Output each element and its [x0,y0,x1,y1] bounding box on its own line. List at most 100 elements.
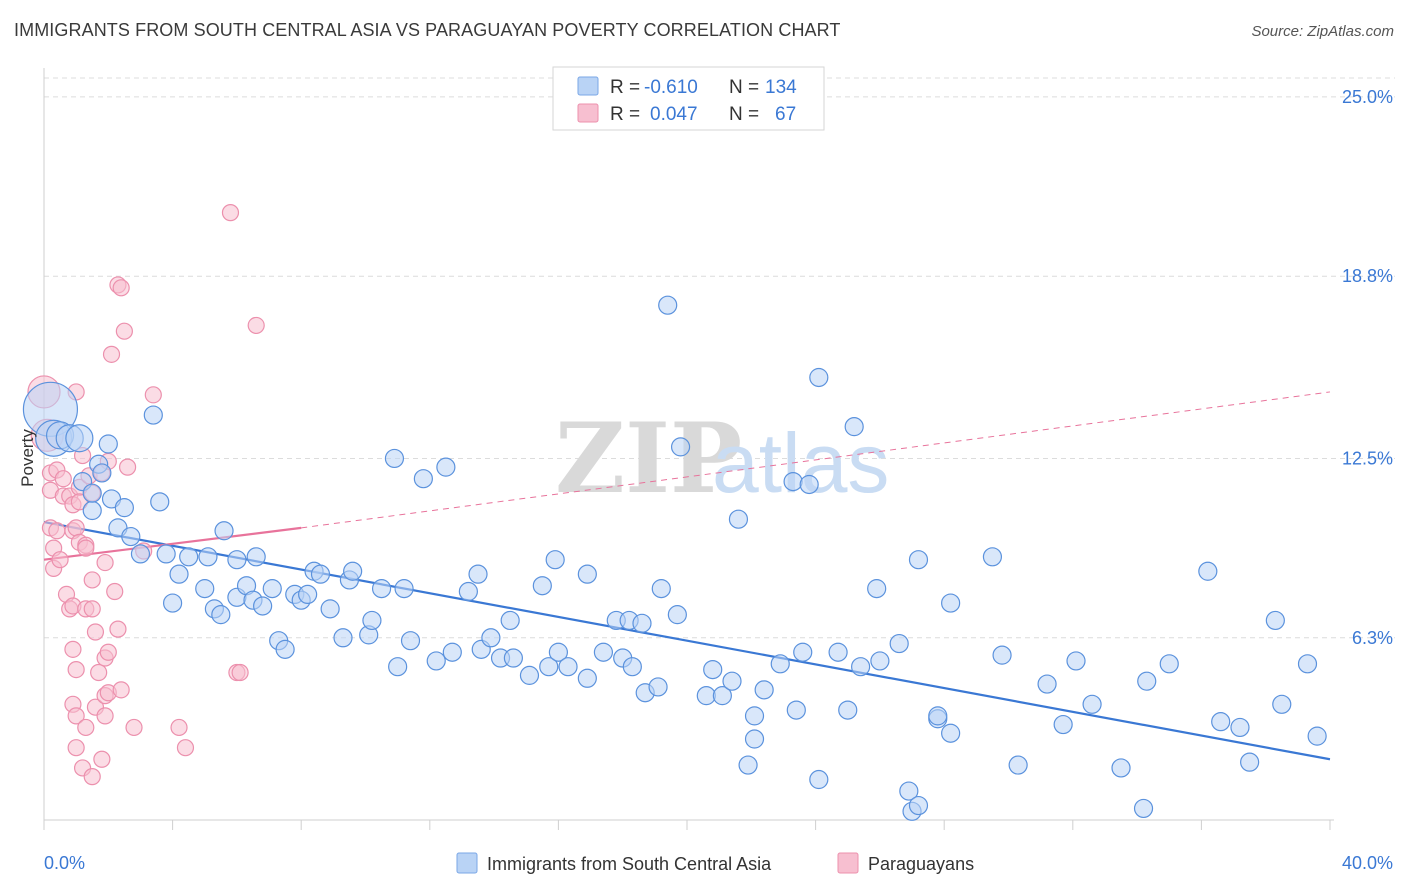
immigrants-point [426,651,446,671]
immigrants-point [754,680,774,700]
immigrants-point [468,564,488,584]
source-label: Source: ZipAtlas.com [1251,23,1394,40]
immigrants-point [809,367,829,388]
immigrants-point [343,561,363,581]
y-axis-label: Poverty [18,429,37,487]
immigrants-points [22,295,1327,821]
legend-n-value-1: 134 [765,77,797,98]
immigrants-point [1265,610,1285,631]
immigrants-point [1008,755,1028,775]
immigrants-point [744,706,765,726]
immigrants-point [262,579,282,599]
paraguayans-point [118,458,137,476]
immigrants-point [545,550,565,570]
paraguayans-point [67,660,85,679]
paraguayans-point [106,582,124,601]
immigrants-point [696,686,716,706]
immigrants-point [503,648,523,668]
immigrants-point [928,706,948,726]
grid-lines [44,77,1395,639]
immigrants-point [198,547,218,567]
immigrants-point [98,434,118,454]
paraguayans-point [67,519,85,537]
immigrants-point [1240,752,1260,772]
correlation-legend: R = -0.610 N = 134 R = 0.047 N = 67 [552,66,825,131]
paraguayans-point [93,750,111,768]
immigrants-point [577,668,597,688]
paraguayans-point [67,707,85,725]
immigrants-point [793,642,813,662]
paraguayans-point [64,640,82,658]
paraguayans-point [102,345,121,363]
paraguayans-point [48,522,66,540]
immigrants-point [333,628,353,648]
immigrants-point [436,457,456,477]
immigrants-point [738,755,758,775]
y-tick-labels: 6.3% 12.5% 18.8% 25.0% [1342,87,1393,648]
immigrants-point [1037,674,1057,694]
paraguayans-point [109,620,127,638]
immigrants-point [298,584,318,605]
immigrants-point [195,579,215,599]
paraguayans-point [125,718,143,737]
immigrants-point [253,596,273,616]
x-tick-label-0: 0.0% [44,853,85,873]
y-tick-label-0: 6.3% [1352,628,1393,648]
immigrants-point [169,564,189,584]
immigrants-point [728,509,749,529]
immigrants-point [632,613,652,633]
immigrants-point [394,579,414,599]
paraguayans-point [67,739,85,757]
immigrants-point [371,579,392,599]
paraguayans-point [96,707,114,725]
series-legend-swatch-blue [456,852,478,874]
immigrants-point [941,723,961,743]
paraguayans-point [51,551,69,569]
immigrants-point [658,295,678,315]
paraguayans-point [90,663,108,682]
immigrants-point [310,564,331,584]
paraguayans-point [77,539,95,557]
immigrants-point [1082,694,1102,714]
immigrants-point [163,593,183,613]
series-legend-label-pink: Paraguayans [868,854,974,874]
paraguayans-point [112,279,130,297]
paraguayans-point [86,623,105,641]
immigrants-point [211,605,231,625]
immigrants-point [82,483,102,503]
y-tick-label-1: 12.5% [1342,448,1393,468]
immigrants-point [982,547,1003,567]
legend-r-label-2: R = [610,104,640,125]
immigrants-point [703,659,723,680]
immigrants-point [400,631,421,651]
immigrants-point [838,700,858,720]
immigrants-point [65,424,94,453]
immigrants-point [458,581,478,602]
immigrants-point [899,781,919,801]
immigrants-point [481,628,501,648]
legend-n-value-2: 67 [775,104,796,125]
immigrants-point [651,579,671,599]
immigrants-point [150,492,170,512]
legend-r-value-1: -0.610 [644,77,698,98]
immigrants-point [867,579,887,599]
immigrants-point [130,544,151,564]
immigrants-point [1137,671,1157,691]
immigrants-point [519,665,540,685]
paraguayans-point [83,600,101,618]
immigrants-point [667,605,687,625]
immigrants-point [593,642,614,662]
legend-r-label-1: R = [610,77,640,98]
immigrants-point [851,657,871,677]
immigrants-point [1297,654,1318,674]
watermark-zip: ZIP [555,402,742,515]
immigrants-point [744,729,765,749]
immigrants-point [143,405,163,425]
paraguayans-point [54,470,72,488]
immigrants-point [558,657,578,677]
paraguayans-points [27,204,265,786]
y-tick-label-3: 25.0% [1342,87,1393,107]
paraguayans-point [99,643,117,661]
paraguayans-point [170,718,188,737]
